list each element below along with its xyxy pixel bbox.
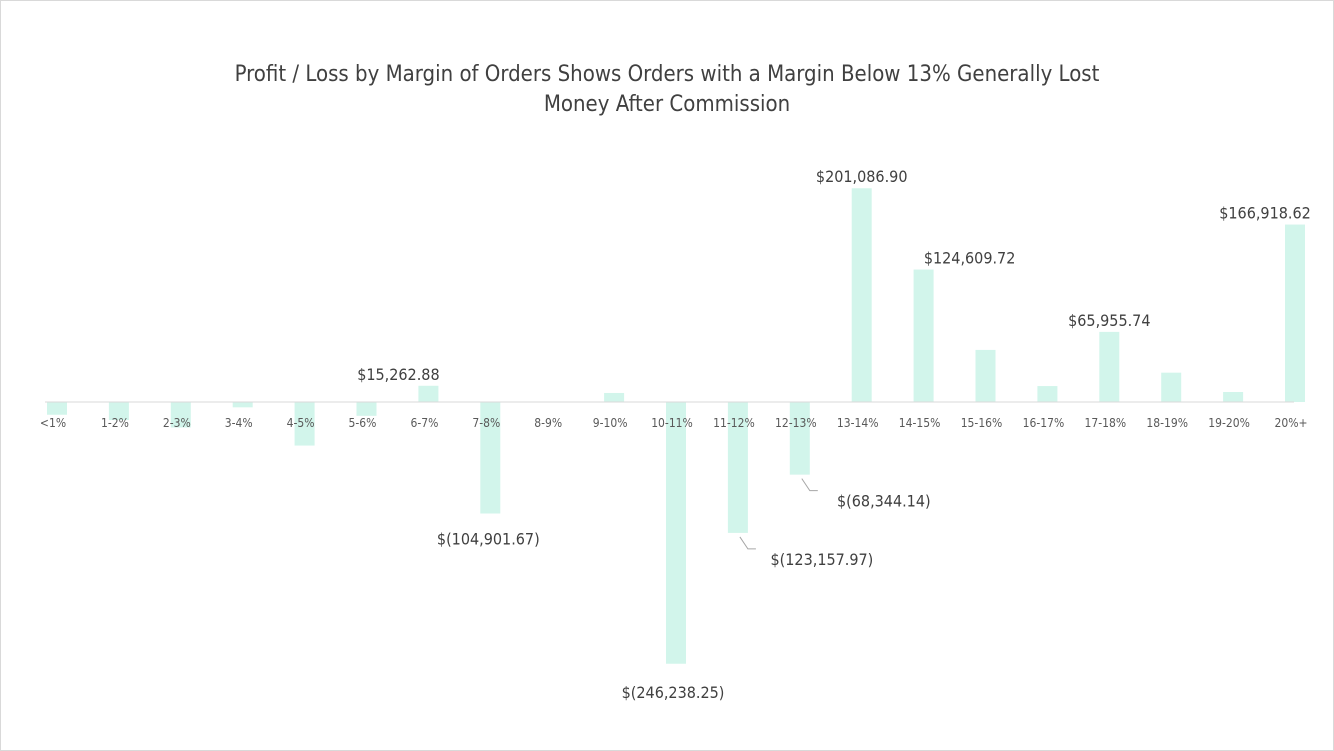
data-label: $15,262.88 — [357, 365, 439, 384]
x-tick-label: 1-2% — [101, 416, 129, 430]
bar-15-16% — [975, 349, 996, 402]
data-label: $(123,157.97) — [771, 550, 874, 569]
bar-<1% — [47, 402, 67, 415]
data-label: $124,609.72 — [924, 249, 1016, 268]
bar-2-3% — [170, 402, 191, 428]
chart-title-line-1: Profit / Loss by Margin of Orders Shows … — [234, 62, 1100, 87]
data-label: $201,086.90 — [816, 167, 908, 186]
bar-11-12% — [727, 402, 748, 533]
x-tick-label: 13-14% — [837, 416, 879, 430]
data-label: $166,918.62 — [1219, 204, 1311, 223]
bar-17-18% — [1099, 331, 1120, 402]
bar-9-10% — [604, 392, 625, 402]
bar-19-20% — [1223, 392, 1244, 402]
bar-3-4% — [232, 402, 253, 408]
leader-line — [739, 536, 756, 550]
x-tick-label: 2-3% — [163, 416, 191, 430]
x-tick-label: 8-9% — [534, 416, 562, 430]
bar-6-7% — [418, 385, 439, 402]
x-tick-label: 3-4% — [225, 416, 253, 430]
x-tick-label: 18-19% — [1146, 416, 1188, 430]
x-tick-label: 12-13% — [775, 416, 817, 430]
bar-16-17% — [1037, 386, 1058, 402]
bar-18-19% — [1161, 372, 1182, 402]
x-tick-label: 15-16% — [961, 416, 1003, 430]
bar-13-14% — [851, 188, 872, 402]
data-label: $(68,344.14) — [837, 492, 931, 511]
data-label: $(104,901.67) — [437, 530, 540, 549]
bar-14-15% — [913, 269, 934, 402]
x-tick-label: 19-20% — [1208, 416, 1250, 430]
x-tick-label: 20%+ — [1274, 416, 1307, 430]
x-tick-label: 6-7% — [410, 416, 438, 430]
leader-line — [801, 478, 818, 492]
chart-title: Profit / Loss by Margin of Orders Shows … — [0, 60, 1334, 120]
bar-20%+ — [1285, 224, 1305, 402]
x-tick-label: 10-11% — [651, 416, 693, 430]
x-tick-label: 7-8% — [472, 416, 500, 430]
bar-7-8% — [480, 402, 501, 514]
x-tick-label: 17-18% — [1084, 416, 1126, 430]
x-tick-label: 4-5% — [287, 416, 315, 430]
bar-5-6% — [356, 402, 377, 416]
x-tick-label: 9-10% — [593, 416, 628, 430]
x-tick-label: 11-12% — [713, 416, 755, 430]
x-tick-label: 5-6% — [349, 416, 377, 430]
x-tick-label: 16-17% — [1023, 416, 1065, 430]
x-tick-label: <1% — [40, 416, 66, 430]
bar-10-11% — [666, 402, 686, 664]
bar-12-13% — [789, 402, 810, 475]
data-label: $(246,238.25) — [622, 683, 725, 702]
chart-title-line-2: Money After Commission — [543, 92, 791, 117]
bar-4-5% — [294, 402, 315, 446]
data-label: $65,955.74 — [1068, 311, 1150, 330]
x-tick-label: 14-15% — [899, 416, 941, 430]
bar-1-2% — [108, 402, 129, 421]
